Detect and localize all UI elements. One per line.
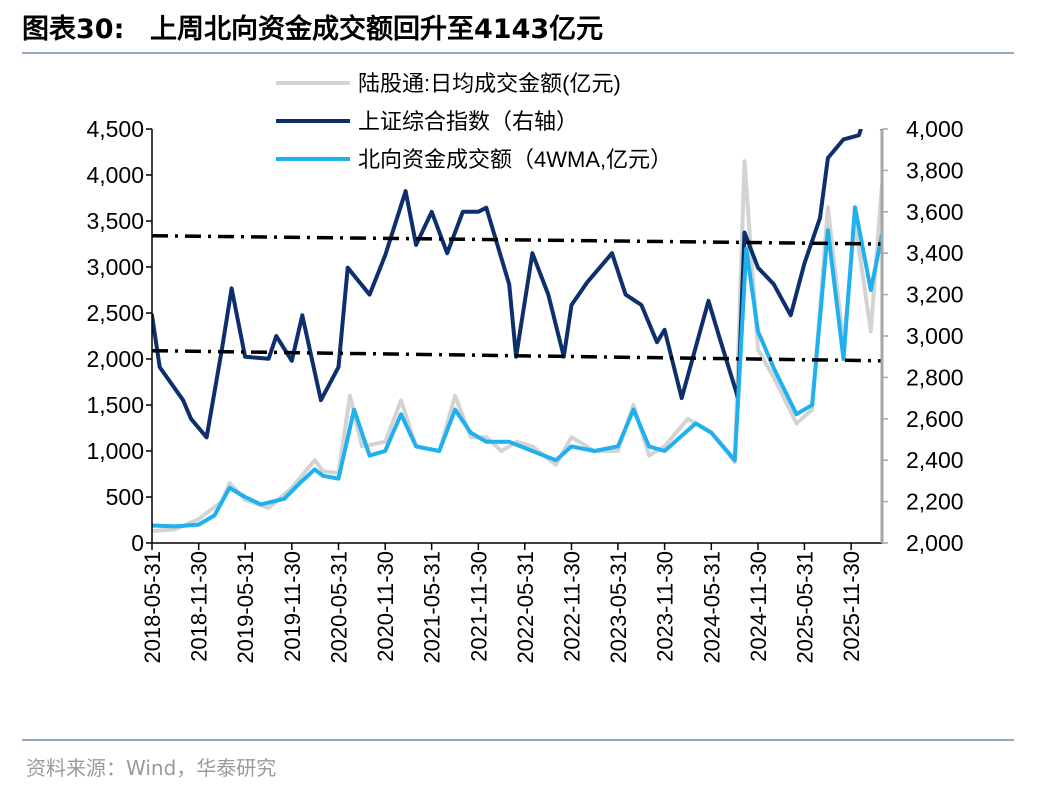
left-tick-label: 4,000 <box>86 162 144 188</box>
left-tick-label: 1,500 <box>86 392 144 418</box>
figure-title-text: 上周北向资金成交额回升至4143亿元 <box>150 14 604 45</box>
x-tick-label: 2025-05-31 <box>792 551 817 664</box>
x-tick-label: 2022-11-30 <box>559 551 584 662</box>
left-tick-label: 2,500 <box>86 300 144 326</box>
left-tick-label: 1,000 <box>86 438 144 464</box>
legend-daily-label: 陆股通:日均成交金额(亿元) <box>358 71 621 96</box>
northbound-4wma-line <box>152 205 882 529</box>
x-tick-label: 2024-05-31 <box>699 551 724 664</box>
line-chart: 0 500 1,000 1,500 2,000 2,500 3,000 3,500 4,000 4… <box>86 71 963 664</box>
figure-label: 图表30: <box>22 14 125 45</box>
right-tick-label: 3,600 <box>906 199 964 225</box>
source-rule <box>22 739 1014 741</box>
right-tick-label: 3,800 <box>906 157 964 183</box>
x-tick-label: 2019-05-31 <box>233 551 258 664</box>
x-tick-label: 2021-11-30 <box>466 551 491 662</box>
x-tick-label: 2018-11-30 <box>187 551 212 662</box>
x-tick-label: 2020-05-31 <box>327 551 352 664</box>
x-tick-label: 2025-11-30 <box>839 551 864 662</box>
figure-title: 图表30: 上周北向资金成交额回升至4143亿元 <box>22 10 603 50</box>
left-tick-label: 3,500 <box>86 208 144 234</box>
x-tick-label: 2018-05-31 <box>140 551 165 664</box>
x-tick-label: 2019-11-30 <box>280 551 305 662</box>
right-tick-label: 2,800 <box>906 364 964 390</box>
x-tick-label: 2023-11-30 <box>653 551 678 662</box>
right-tick-label: 4,000 <box>906 116 964 142</box>
daily-turnover-line <box>152 159 882 533</box>
right-tick-label: 3,200 <box>906 282 964 308</box>
legend-sse-index-label: 上证综合指数（右轴） <box>358 109 578 134</box>
right-tick-label: 3,400 <box>906 240 964 266</box>
x-tick-label: 2022-05-31 <box>513 551 538 664</box>
x-tick-label: 2020-11-30 <box>373 551 398 662</box>
left-tick-label: 2,000 <box>86 346 144 372</box>
legend: 陆股通:日均成交金额(亿元) 上证综合指数（右轴） 北向资金成交额（4WMA,亿元） <box>276 71 672 172</box>
trend-line <box>152 233 882 246</box>
right-tick-label: 3,000 <box>906 323 964 349</box>
legend-4wma-label: 北向资金成交额（4WMA,亿元） <box>358 147 672 172</box>
plot-lines <box>152 129 882 533</box>
right-tick-label: 2,200 <box>906 489 964 515</box>
source-note: 资料来源：Wind，华泰研究 <box>26 756 277 780</box>
x-tick-label: 2024-11-30 <box>746 551 771 662</box>
left-tick-label: 3,000 <box>86 254 144 280</box>
x-tick-label: 2023-05-31 <box>606 551 631 664</box>
x-tick-label: 2021-05-31 <box>420 551 445 664</box>
left-tick-label: 0 <box>131 530 144 556</box>
left-tick-label: 500 <box>106 484 144 510</box>
axes: 0 500 1,000 1,500 2,000 2,500 3,000 3,500 4,000 4… <box>86 116 963 664</box>
right-tick-label: 2,000 <box>906 530 964 556</box>
title-rule <box>22 52 1014 54</box>
trend-line <box>152 348 882 363</box>
right-tick-label: 2,600 <box>906 406 964 432</box>
left-tick-label: 4,500 <box>86 116 144 142</box>
right-tick-label: 2,400 <box>906 447 964 473</box>
